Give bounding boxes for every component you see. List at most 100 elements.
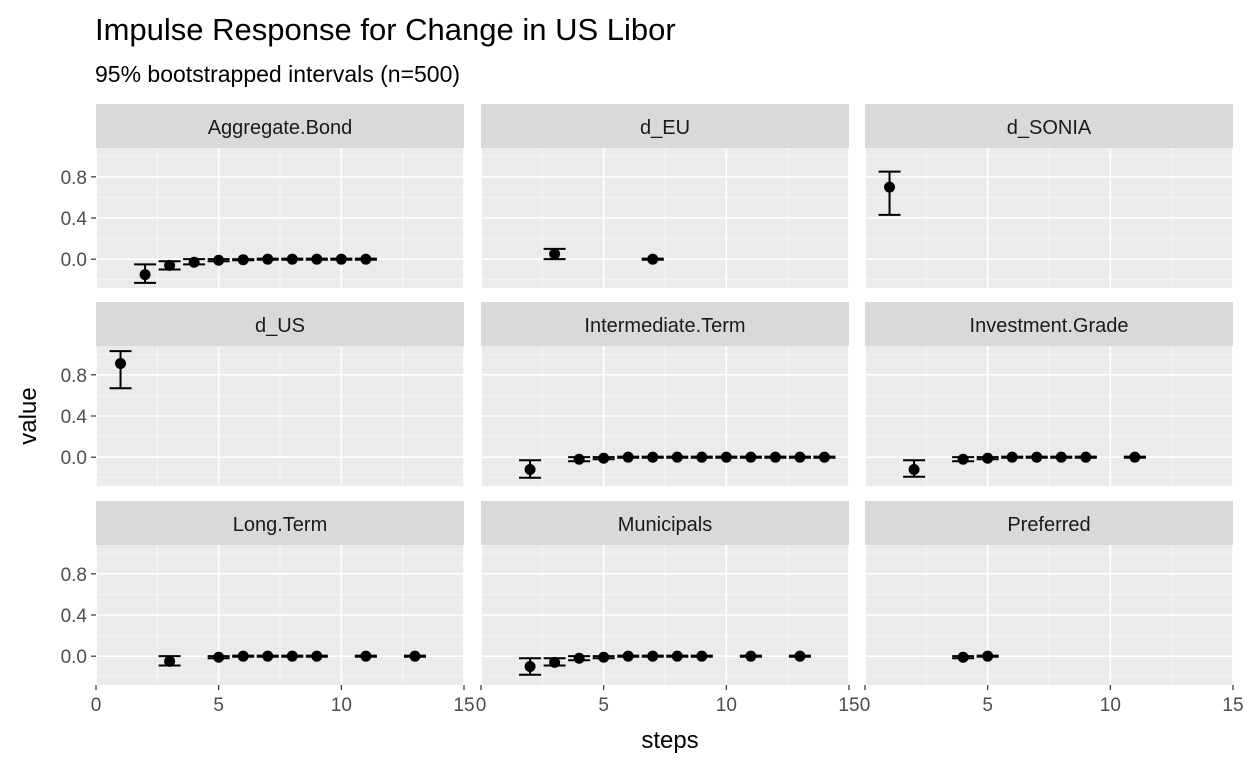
- data-point: [671, 650, 683, 662]
- facet-strip: [96, 302, 464, 346]
- data-point: [1055, 451, 1067, 463]
- data-point: [598, 651, 610, 663]
- data-point: [957, 651, 969, 663]
- facet-strip-label: d_US: [255, 315, 305, 337]
- error-bar: [109, 350, 132, 390]
- data-point: [286, 650, 298, 662]
- data-point: [884, 181, 896, 193]
- x-tick-label: 10: [331, 695, 352, 716]
- data-point: [982, 650, 994, 662]
- y-tick-label: 0.0: [61, 647, 87, 668]
- data-point: [647, 253, 659, 265]
- data-point: [1129, 451, 1141, 463]
- y-tick-label: 0.4: [61, 606, 88, 627]
- x-tick-label: 0: [860, 695, 871, 716]
- data-point: [286, 253, 298, 265]
- facet-strip: [96, 104, 464, 148]
- data-point: [982, 452, 994, 464]
- y-tick-label: 0.4: [61, 407, 88, 428]
- y-axis-title: value: [15, 387, 42, 444]
- data-point: [696, 451, 708, 463]
- error-bar: [878, 170, 901, 216]
- data-point: [188, 256, 200, 268]
- data-point: [360, 650, 372, 662]
- facet-panel: Long.Term 0.0 0.4 0.8 0 5 10 15: [61, 501, 475, 716]
- data-point: [164, 259, 176, 271]
- facet-panel: d_US 0.0 0.4 0.8: [61, 302, 465, 486]
- data-point: [745, 451, 757, 463]
- data-point: [696, 650, 708, 662]
- facet-strip-label: Intermediate.Term: [584, 315, 745, 337]
- data-point: [573, 652, 585, 664]
- y-tick-label: 0.8: [61, 366, 87, 387]
- data-point: [524, 660, 536, 672]
- x-tick-label: 5: [213, 695, 224, 716]
- facet-strip: [865, 302, 1233, 346]
- facet-panel: d_EU: [480, 104, 850, 288]
- x-tick-label: 15: [838, 695, 859, 716]
- data-point: [139, 269, 151, 281]
- chart-title: Impulse Response for Change in US Libor: [95, 12, 676, 47]
- data-point: [213, 254, 225, 266]
- data-point: [1031, 451, 1043, 463]
- data-point: [671, 451, 683, 463]
- data-point: [311, 650, 323, 662]
- x-tick-label: 0: [91, 695, 102, 716]
- facet-panel: d_SONIA: [864, 104, 1234, 288]
- data-point: [720, 451, 732, 463]
- y-tick-label: 0.0: [61, 448, 87, 469]
- x-tick-label: 5: [982, 695, 993, 716]
- data-point: [794, 451, 806, 463]
- data-point: [622, 650, 634, 662]
- facet-strip: [865, 501, 1233, 545]
- facet-strip-label: Municipals: [618, 514, 712, 536]
- facet-panel: Aggregate.Bond 0.0 0.4 0.8: [61, 104, 465, 288]
- facet-strip-label: Aggregate.Bond: [208, 117, 353, 139]
- data-point: [262, 650, 274, 662]
- data-point: [360, 253, 372, 265]
- data-point: [213, 651, 225, 663]
- x-tick-label: 15: [1222, 695, 1243, 716]
- x-axis-title: steps: [641, 727, 698, 754]
- data-point: [549, 248, 561, 260]
- data-point: [1006, 451, 1018, 463]
- data-point: [1080, 451, 1092, 463]
- x-tick-label: 5: [598, 695, 609, 716]
- chart-subtitle: 95% bootstrapped intervals (n=500): [95, 61, 460, 87]
- y-tick-label: 0.0: [61, 250, 87, 271]
- facet-strip-label: Preferred: [1007, 514, 1090, 536]
- facet-strip-label: Long.Term: [233, 514, 328, 536]
- facet-panel: Municipals 0 5 10 15: [476, 501, 860, 716]
- facet-panel: Investment.Grade: [864, 302, 1234, 486]
- data-point: [647, 451, 659, 463]
- facet-strip-label: d_EU: [640, 117, 690, 139]
- x-tick-label: 10: [716, 695, 737, 716]
- data-point: [769, 451, 781, 463]
- data-point: [647, 650, 659, 662]
- facet-strip: [96, 501, 464, 545]
- facet-strip-label: d_SONIA: [1007, 117, 1092, 139]
- data-point: [957, 453, 969, 465]
- data-point: [237, 254, 249, 266]
- facet-panel: Intermediate.Term: [480, 302, 850, 486]
- data-point: [794, 650, 806, 662]
- facet-panel: Preferred 0 5 10 15: [860, 501, 1244, 716]
- data-point: [524, 464, 536, 476]
- data-point: [818, 451, 830, 463]
- facet-strip-label: Investment.Grade: [970, 315, 1129, 337]
- facet-strip: [481, 501, 849, 545]
- data-point: [262, 253, 274, 265]
- y-tick-label: 0.8: [61, 168, 87, 189]
- x-tick-label: 15: [453, 695, 474, 716]
- data-point: [598, 452, 610, 464]
- data-point: [549, 656, 561, 668]
- data-point: [311, 253, 323, 265]
- data-point: [237, 650, 249, 662]
- y-tick-label: 0.8: [61, 565, 87, 586]
- x-tick-label: 10: [1100, 695, 1121, 716]
- data-point: [335, 253, 347, 265]
- x-tick-label: 0: [476, 695, 487, 716]
- facet-panels: Aggregate.Bond 0.0 0.4 0.8 d_EU d_SONIA d_US 0.…: [61, 104, 1244, 716]
- data-point: [164, 655, 176, 667]
